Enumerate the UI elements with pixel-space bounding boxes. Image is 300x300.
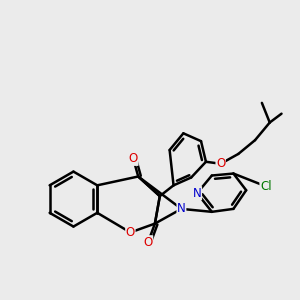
- Text: Cl: Cl: [260, 180, 272, 193]
- Text: O: O: [143, 236, 153, 249]
- Text: O: O: [126, 226, 135, 239]
- Text: O: O: [216, 157, 225, 170]
- Text: N: N: [193, 187, 202, 200]
- Text: N: N: [177, 202, 186, 215]
- Text: O: O: [129, 152, 138, 165]
